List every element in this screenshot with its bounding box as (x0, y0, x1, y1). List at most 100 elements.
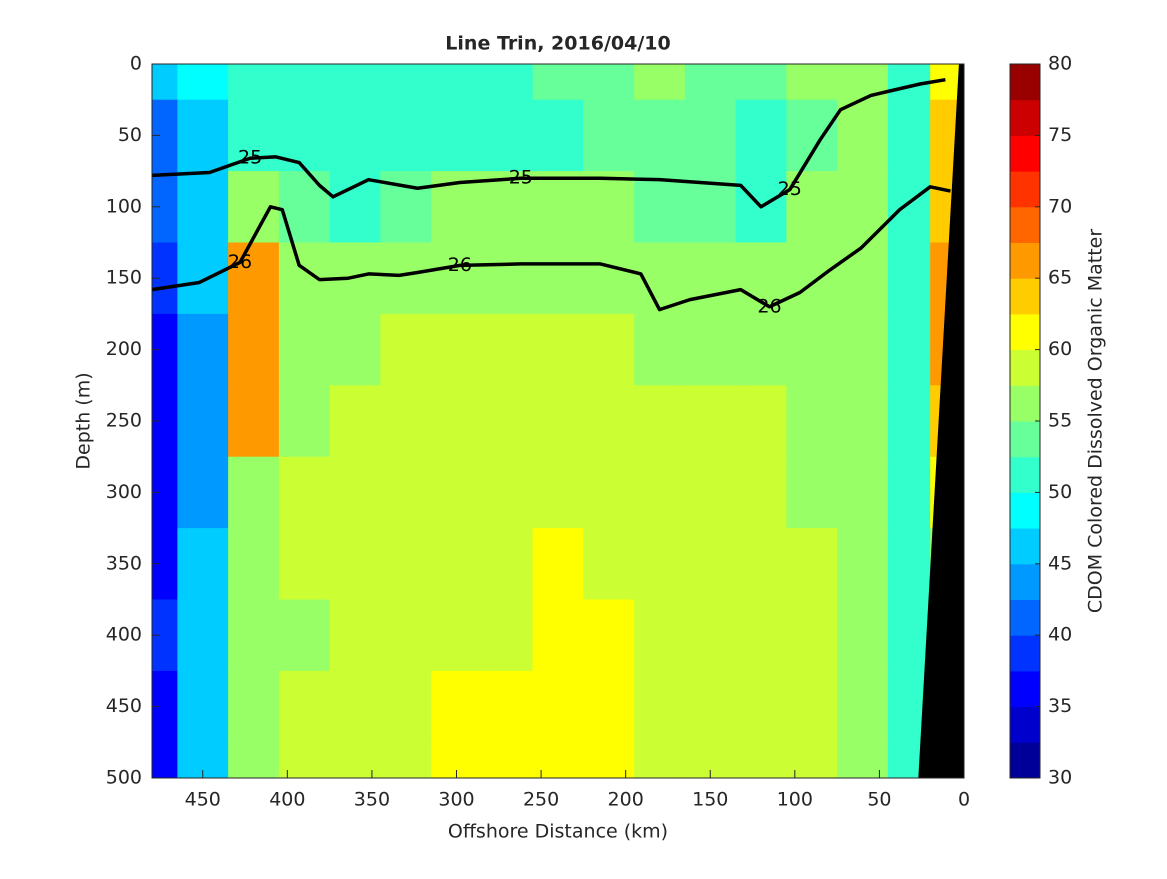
cell (481, 385, 534, 458)
cell (228, 599, 280, 672)
cell (837, 99, 889, 172)
y-tick-label: 450 (106, 695, 142, 717)
cell (431, 528, 483, 600)
colorbar-band (1010, 385, 1040, 422)
cell (228, 313, 280, 386)
cell (532, 313, 584, 386)
cell (634, 528, 686, 600)
cell (481, 528, 534, 600)
cell (329, 385, 381, 458)
colorbar-band (1010, 99, 1040, 136)
cell (481, 171, 534, 243)
cell (481, 456, 534, 529)
cell (735, 64, 787, 101)
x-tick-label: 150 (692, 789, 728, 811)
cell (532, 528, 584, 600)
cell (329, 99, 381, 172)
cell (278, 313, 331, 386)
cell (278, 599, 331, 672)
y-tick-label: 250 (106, 410, 142, 432)
colorbar-band (1010, 278, 1040, 315)
cell (583, 528, 635, 600)
cell (177, 99, 229, 172)
cell (887, 385, 931, 458)
cell (532, 670, 584, 743)
cell (329, 456, 381, 529)
cell (481, 742, 534, 779)
x-tick-label: 450 (185, 789, 221, 811)
colorbar-band (1010, 742, 1040, 779)
contour-label: 26 (448, 254, 472, 276)
cell (786, 456, 838, 529)
colorbar-band (1010, 171, 1040, 208)
cell (329, 64, 381, 101)
cell (278, 528, 331, 600)
cell (532, 599, 584, 672)
cell (431, 99, 483, 172)
cell (887, 171, 931, 243)
cell (583, 385, 635, 458)
colorbar-band (1010, 492, 1040, 529)
x-tick-label: 350 (354, 789, 390, 811)
cell (634, 99, 686, 172)
cell (786, 742, 838, 779)
cell (684, 528, 737, 600)
colorbar-tick-label: 35 (1048, 695, 1072, 717)
cell (684, 456, 737, 529)
y-tick-label: 200 (106, 338, 142, 360)
colorbar-band (1010, 599, 1040, 636)
cell (583, 742, 635, 779)
cell (735, 385, 787, 458)
cell (634, 742, 686, 779)
colorbar-band (1010, 64, 1040, 101)
isoline (151, 77, 946, 209)
cell (786, 670, 838, 743)
isoline (151, 185, 951, 312)
cell (837, 385, 889, 458)
cell (481, 242, 534, 315)
cell (278, 64, 331, 101)
cell (278, 456, 331, 529)
cell (532, 64, 584, 101)
colorbar-band (1010, 670, 1040, 708)
cell (177, 313, 229, 386)
contour-label: 26 (228, 251, 252, 273)
colorbar-band (1010, 135, 1040, 172)
chart-title: Line Trin, 2016/04/10 (445, 33, 670, 55)
colorbar-tick-label: 80 (1048, 53, 1072, 75)
cell (228, 385, 280, 458)
cell (634, 670, 686, 743)
cell (329, 742, 381, 779)
cell (228, 528, 280, 600)
cell (278, 171, 331, 243)
cell (278, 670, 331, 743)
colorbar-band (1010, 563, 1040, 600)
cell (837, 599, 889, 672)
cell (228, 742, 280, 779)
cell (532, 242, 584, 315)
x-tick-label: 0 (958, 789, 970, 811)
cell (583, 313, 635, 386)
y-tick-label: 150 (106, 267, 142, 289)
cell (684, 313, 737, 386)
cell (684, 670, 737, 743)
cell (786, 64, 838, 101)
cell (177, 171, 229, 243)
cell (329, 599, 381, 672)
cell (532, 99, 584, 172)
field (152, 64, 965, 779)
y-tick-label: 100 (106, 195, 142, 217)
cell (887, 242, 931, 315)
colorbar-band (1010, 313, 1040, 351)
cell (634, 599, 686, 672)
cell (786, 99, 838, 172)
colorbar-band (1010, 242, 1040, 279)
cell (532, 385, 584, 458)
cell (735, 742, 787, 779)
cell (837, 242, 889, 315)
cell (684, 64, 737, 101)
cell (481, 99, 534, 172)
cell (837, 456, 889, 529)
colorbar-tick-label: 50 (1048, 481, 1072, 503)
